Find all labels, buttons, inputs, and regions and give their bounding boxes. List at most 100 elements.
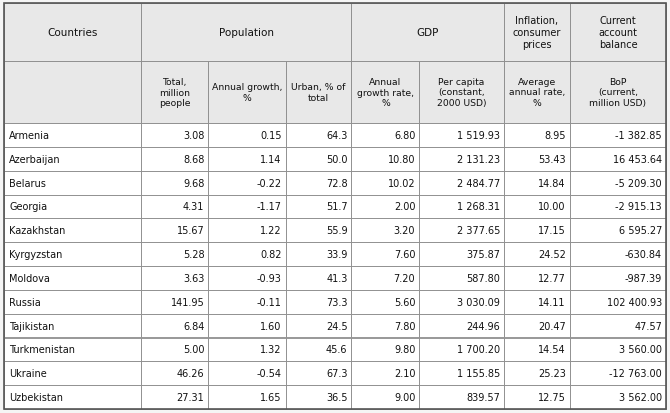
Text: Current
account
balance: Current account balance [598,17,637,50]
Bar [419,314,504,338]
Text: 51.7: 51.7 [326,202,348,212]
Text: 27.31: 27.31 [177,392,204,402]
Bar [504,124,570,147]
Text: Kyrgyzstan: Kyrgyzstan [9,249,62,259]
Bar [141,219,208,242]
Bar [208,338,285,361]
Text: Moldova: Moldova [9,273,50,283]
Text: 10.02: 10.02 [388,178,415,188]
Text: 1 519.93: 1 519.93 [457,131,500,140]
Text: 6.80: 6.80 [394,131,415,140]
Text: 36.5: 36.5 [326,392,348,402]
Text: 6 595.27: 6 595.27 [618,225,662,236]
Text: 9.80: 9.80 [394,344,415,354]
Bar [419,385,504,409]
Bar [352,266,419,290]
Bar [419,124,504,147]
Bar [570,124,666,147]
Text: 12.75: 12.75 [538,392,566,402]
Text: Uzbekistan: Uzbekistan [9,392,63,402]
Text: Belarus: Belarus [9,178,46,188]
Bar [419,195,504,219]
Bar [570,314,666,338]
Text: 2 131.23: 2 131.23 [457,154,500,164]
Text: 8.68: 8.68 [183,154,204,164]
Bar [141,361,208,385]
Text: 0.15: 0.15 [260,131,281,140]
Bar [570,4,666,62]
Bar [4,290,141,314]
Bar [352,62,419,124]
Text: -630.84: -630.84 [625,249,662,259]
Bar [285,195,352,219]
Bar [208,124,285,147]
Bar [352,147,419,171]
Text: 41.3: 41.3 [326,273,348,283]
Bar [4,361,141,385]
Text: 25.23: 25.23 [538,368,566,378]
Text: Azerbaijan: Azerbaijan [9,154,60,164]
Bar [141,147,208,171]
Text: BoP
(current,
million USD): BoP (current, million USD) [590,78,647,108]
Text: 0.82: 0.82 [260,249,281,259]
Text: 5.60: 5.60 [394,297,415,307]
Text: 7.20: 7.20 [394,273,415,283]
Bar [4,266,141,290]
Bar [352,314,419,338]
Text: 3.08: 3.08 [183,131,204,140]
Bar [208,361,285,385]
Bar [285,124,352,147]
Bar [208,62,285,124]
Text: 33.9: 33.9 [326,249,348,259]
Bar [419,147,504,171]
Text: 587.80: 587.80 [466,273,500,283]
Bar [352,242,419,266]
Text: 6.84: 6.84 [183,321,204,331]
Text: 3.63: 3.63 [183,273,204,283]
Text: Georgia: Georgia [9,202,47,212]
Bar [352,385,419,409]
Bar [570,195,666,219]
Bar [504,361,570,385]
Bar [504,338,570,361]
Bar [208,242,285,266]
Text: Tajikistan: Tajikistan [9,321,54,331]
Text: 4.31: 4.31 [183,202,204,212]
Bar [570,385,666,409]
Bar [285,266,352,290]
Text: 1 700.20: 1 700.20 [457,344,500,354]
Text: Population: Population [218,28,273,38]
Text: 102 400.93: 102 400.93 [607,297,662,307]
Text: 3 562.00: 3 562.00 [619,392,662,402]
Bar [141,242,208,266]
Text: 375.87: 375.87 [466,249,500,259]
Text: 14.11: 14.11 [539,297,566,307]
Text: 1.60: 1.60 [260,321,281,331]
Text: 24.5: 24.5 [326,321,348,331]
Bar [570,266,666,290]
Text: Kazakhstan: Kazakhstan [9,225,66,236]
Text: -987.39: -987.39 [624,273,662,283]
Bar [208,314,285,338]
Text: -0.93: -0.93 [257,273,281,283]
Bar [570,338,666,361]
Bar [285,314,352,338]
Text: 20.47: 20.47 [538,321,566,331]
Bar [4,195,141,219]
Text: 10.00: 10.00 [539,202,566,212]
Text: -5 209.30: -5 209.30 [615,178,662,188]
Bar [285,338,352,361]
Bar [504,385,570,409]
Bar [4,219,141,242]
Text: Annual
growth rate,
%: Annual growth rate, % [357,78,414,108]
Bar [419,361,504,385]
Bar [141,314,208,338]
Bar [570,242,666,266]
Bar [285,385,352,409]
Text: -2 915.13: -2 915.13 [615,202,662,212]
Text: Countries: Countries [47,28,97,38]
Bar [504,266,570,290]
Bar [570,361,666,385]
Text: Turkmenistan: Turkmenistan [9,344,75,354]
Text: -1 382.85: -1 382.85 [615,131,662,140]
